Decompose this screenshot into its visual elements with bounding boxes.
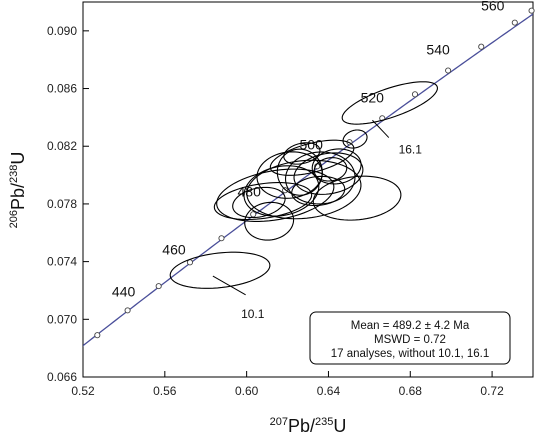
error-ellipse: [232, 186, 286, 219]
y-tick-label: 0.082: [47, 139, 77, 153]
x-tick-label: 0.56: [153, 384, 177, 398]
concordia-age-label: 560: [481, 0, 505, 14]
x-axis-title-tail: U: [333, 416, 346, 436]
stats-mswd: MSWD = 0.72: [374, 334, 446, 346]
error-ellipse: [243, 165, 320, 217]
x-axis-title-sup-b: 235: [315, 416, 333, 428]
error-ellipse: [216, 168, 335, 222]
error-ellipse: [291, 175, 346, 207]
y-axis-title-sup-a: 206: [8, 210, 20, 228]
error-ellipse: [285, 151, 356, 205]
error-ellipse: [244, 201, 295, 241]
concordia-age-marker: [411, 91, 419, 98]
y-tick-label: 0.070: [47, 312, 77, 326]
error-ellipse: [269, 139, 355, 176]
x-axis-ticks: 0.52 0.56 0.60 0.64 0.68 0.72: [71, 371, 504, 398]
concordia-age-label: 500: [300, 136, 324, 152]
concordia-age-label: 540: [426, 42, 450, 58]
error-ellipses-group: [169, 81, 439, 289]
error-ellipse: [342, 129, 368, 149]
x-tick-label: 0.64: [317, 384, 341, 398]
stats-mean: Mean = 489.2 ± 4.2 Ma: [351, 320, 470, 332]
concordia-age-marker: [155, 283, 162, 290]
x-axis-title: 207Pb/235U: [270, 416, 347, 436]
concordia-age-marker: [218, 235, 225, 242]
error-ellipse: [311, 148, 362, 185]
error-ellipse: [213, 182, 313, 221]
x-axis-title-sup-a: 207: [270, 416, 288, 428]
error-ellipse: [169, 251, 271, 289]
x-tick-label: 0.60: [235, 384, 259, 398]
concordia-age-marker: [478, 43, 485, 50]
stats-analyses: 17 analyses, without 10.1, 16.1: [331, 348, 490, 360]
concordia-age-marker: [94, 332, 101, 339]
y-tick-label: 0.078: [47, 197, 77, 211]
error-ellipse: [283, 142, 321, 165]
error-ellipse: [276, 148, 323, 196]
y-tick-label: 0.074: [47, 255, 77, 269]
annotation-label: 16.1: [399, 142, 423, 156]
x-tick-label: 0.72: [480, 384, 504, 398]
stats-box-frame: [309, 311, 511, 365]
concordia-age-label: 520: [361, 89, 385, 105]
y-axis-title: 206Pb/238U: [8, 152, 28, 229]
error-ellipse: [246, 159, 362, 220]
concordia-age-label: 460: [162, 241, 186, 257]
y-axis-title-sup-b: 238: [8, 165, 20, 183]
y-tick-label: 0.090: [47, 24, 77, 38]
y-axis-ticks: 0.066 0.070 0.074 0.078 0.082 0.086 0.090: [47, 24, 89, 384]
x-axis-title-main: Pb/: [288, 416, 315, 436]
y-axis-title-tail: U: [8, 152, 28, 165]
error-ellipse: [313, 157, 348, 182]
concordia-age-marker: [250, 211, 257, 218]
concordia-age-marker: [511, 19, 518, 26]
annotation-leader: [212, 275, 246, 296]
error-ellipse: [293, 152, 364, 195]
y-tick-label: 0.066: [47, 370, 77, 384]
y-axis-title-main: Pb/: [8, 183, 28, 210]
x-tick-label: 0.68: [399, 384, 423, 398]
concordia-age-marker: [124, 307, 131, 314]
concordia-age-marker: [445, 67, 452, 74]
plot-frame: [82, 1, 534, 378]
concordia-age-label: 440: [112, 283, 136, 299]
x-tick-label: 0.52: [71, 384, 95, 398]
concordia-age-marker: [528, 7, 535, 14]
error-ellipse: [312, 175, 402, 221]
y-tick-label: 0.086: [47, 82, 77, 96]
stats-box: Mean = 489.2 ± 4.2 Ma MSWD = 0.72 17 ana…: [309, 311, 511, 365]
error-ellipse: [341, 81, 439, 125]
annotation-label: 10.1: [241, 307, 265, 321]
annotation-leader: [372, 119, 390, 138]
annotations-group: 10.1 16.1: [212, 119, 423, 321]
